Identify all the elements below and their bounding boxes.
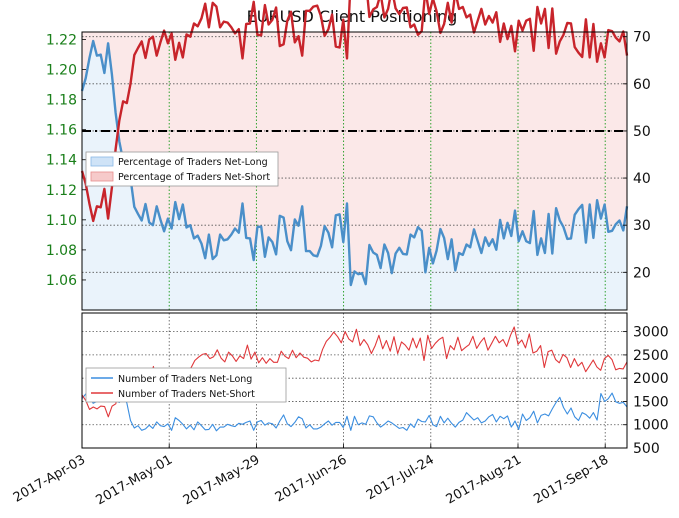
lower-legend-box [85,367,287,403]
percent-tick-label: 60 [633,77,651,93]
date-tick-label: 2017-Jul-24 [364,452,437,503]
upper-frame [81,31,628,311]
date-tick-label: 2017-Jun-26 [273,452,350,505]
percent-axis: 20 30 40 50 60 70 [623,30,651,281]
chart-title: EURUSD Client Positioning [247,7,458,26]
count-tick-label: 3000 [633,325,669,341]
net-short-percentage-line [80,0,629,223]
percent-tick-label: 70 [633,30,651,46]
legend-label-net-short-count: Number of Traders Net-Short [118,389,255,400]
upper-legend-box [85,151,279,187]
percent-tick-label: 50 [633,124,651,140]
count-tick-label: 2500 [633,348,669,364]
price-tick-label: 1.22 [46,33,77,49]
percent-tick-label: 40 [633,171,651,187]
date-tick-label: 2017-Sep-18 [531,452,611,507]
net-short-area [82,32,627,285]
upper-lines [80,0,629,287]
date-tick-label: 2017-Apr-03 [11,452,88,505]
net-long-percentage-line [80,39,629,287]
legend-label-net-long-pct: Percentage of Traders Net-Long [118,157,268,168]
upper-panel: 1.06 1.08 1.10 1.12 1.14 1.16 1.18 1.20 1.22 20 3… [46,0,651,311]
price-tick-label: 1.12 [46,183,77,199]
percent-tick-label: 30 [633,218,651,234]
lower-legend: Number of Traders Net-Long Number of Tra… [85,367,287,403]
price-tick-label: 1.10 [46,213,77,229]
price-tick-label: 1.18 [46,93,77,109]
price-tick-label: 1.06 [46,273,77,289]
percent-tick-label: 20 [633,265,651,281]
net-long-count-line [81,392,628,432]
date-tick-label: 2017-Aug-21 [444,452,524,507]
upper-grid [81,32,627,310]
date-tick-label: 2017-May-29 [181,452,263,508]
lower-frame [81,312,628,449]
price-tick-label: 1.20 [46,63,77,79]
count-axis: 500 1000 1500 2000 2500 3000 [623,325,669,457]
count-tick-label: 500 [633,441,660,457]
legend-swatch-net-long-pct [90,156,114,167]
price-tick-label: 1.08 [46,243,77,259]
price-tick-label: 1.16 [46,123,77,139]
count-tick-label: 1500 [633,394,669,410]
date-axis: 2017-Apr-03 2017-May-01 2017-May-29 2017-Ju… [11,444,611,508]
date-tick-label: 2017-May-01 [94,452,176,508]
price-tick-label: 1.14 [46,153,77,169]
upper-legend: Percentage of Traders Net-Long Percentag… [85,151,279,187]
price-axis: 1.06 1.08 1.10 1.12 1.14 1.16 1.18 1.20 1.22 [46,33,86,289]
lower-panel: 500 1000 1500 2000 2500 3000 Number of Trader… [81,312,669,457]
legend-label-net-short-pct: Percentage of Traders Net-Short [118,172,270,183]
count-tick-label: 2000 [633,371,669,387]
legend-swatch-net-short-pct [90,171,114,182]
legend-label-net-long-count: Number of Traders Net-Long [118,374,252,385]
count-tick-label: 1000 [633,418,669,434]
